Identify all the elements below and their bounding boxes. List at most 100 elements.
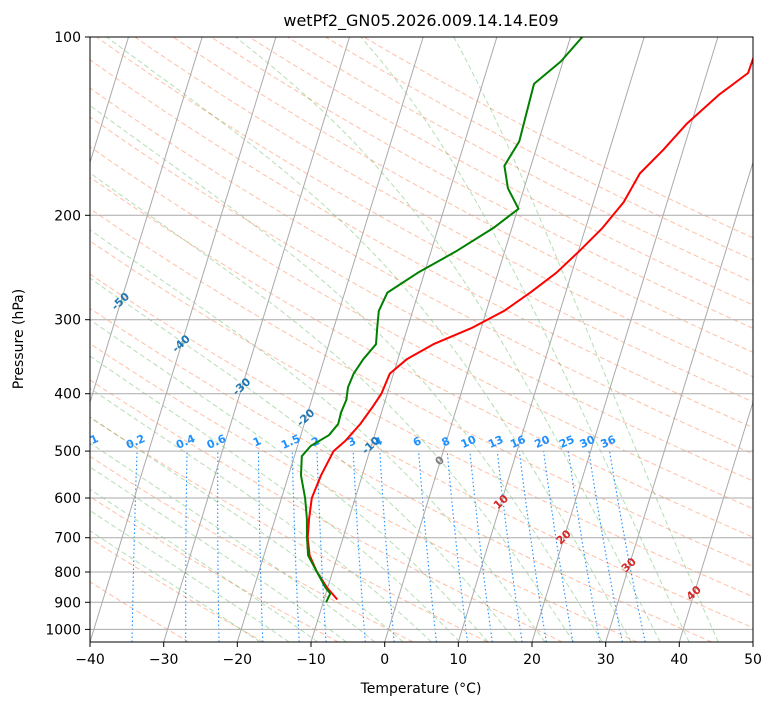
- x-tick-label: 0: [380, 652, 389, 668]
- dry-adiabat: [90, 496, 339, 642]
- moist-adiabat: [453, 37, 719, 642]
- mixing-ratio-line: [543, 451, 574, 642]
- isotherms: [0, 37, 753, 642]
- isotherm: [90, 37, 277, 642]
- isotherm: [752, 640, 753, 642]
- dry-adiabat: [90, 273, 753, 629]
- isotherm-label: -40: [169, 332, 193, 355]
- plot-area: 0.10.20.40.611.52346810131620253036-100-…: [0, 37, 753, 642]
- isotherm: [531, 37, 719, 642]
- moist-adiabat: [90, 319, 489, 642]
- mixing-ratio-line: [217, 451, 220, 642]
- isotherm: [90, 37, 129, 165]
- y-tick-label: 300: [54, 313, 81, 329]
- dewpoint-profile: [300, 37, 584, 603]
- dry-adiabat: [90, 87, 753, 455]
- isotherm: [236, 37, 424, 642]
- mixing-ratio-label: 13: [486, 433, 505, 451]
- x-tick-label: −20: [223, 652, 253, 668]
- dry-adiabat: [90, 176, 753, 538]
- mixing-ratio-label: 0.1: [77, 432, 100, 452]
- dry-adiabat: [90, 307, 712, 642]
- mixing-ratio-line: [257, 451, 264, 642]
- mixing-ratio-line: [418, 451, 437, 642]
- isotherm: [384, 37, 571, 642]
- mixing-ratio-label: 36: [599, 433, 619, 451]
- mixing-ratio-line: [446, 451, 469, 642]
- dry-adiabat: [90, 537, 264, 642]
- isotherm: [310, 37, 498, 642]
- isotherm-label: -30: [230, 375, 254, 398]
- moist-adiabat: [90, 277, 517, 642]
- moist-adiabat: [90, 488, 319, 642]
- moist-adiabat: [90, 442, 376, 642]
- dry-adiabat: [363, 37, 753, 239]
- moist-adiabat: [235, 37, 661, 642]
- dry-adiabat: [96, 37, 753, 403]
- y-tick-label: 200: [54, 208, 81, 224]
- mixing-ratio-line: [567, 451, 601, 642]
- dry-adiabat: [287, 37, 753, 283]
- axes: −40 −30 −20 −10 0 10 20 30 40 5010020030040050060…: [45, 30, 762, 668]
- dry-adiabat: [90, 455, 414, 642]
- x-tick-label: −10: [296, 652, 326, 668]
- dry-adiabat: [90, 208, 753, 568]
- mixing-ratio-label: 1: [251, 434, 263, 449]
- dry-adiabat-label: 20: [554, 527, 574, 547]
- isotherm: [0, 37, 55, 642]
- y-axis-label: Pressure (hPa): [11, 289, 27, 389]
- moist-adiabat: [90, 387, 432, 642]
- mixing-ratio-line: [352, 451, 366, 642]
- moist-adiabat: [360, 37, 690, 642]
- moist-adiabat: [90, 530, 261, 642]
- isotherm: [163, 37, 350, 642]
- mixing-ratio-line: [496, 451, 523, 642]
- dry-adiabat-label: 10: [491, 492, 511, 512]
- moist-adiabat: [90, 416, 404, 642]
- dry-adiabat: [248, 37, 753, 306]
- moist-adiabat: [90, 466, 347, 642]
- mixing-ratio-label: 0.6: [205, 432, 228, 452]
- isotherm: [457, 37, 645, 642]
- moist-adiabat: [90, 172, 575, 642]
- dry-adiabat-label: 40: [684, 583, 704, 603]
- y-tick-label: 600: [54, 491, 81, 507]
- x-tick-label: 20: [523, 652, 541, 668]
- dry-adiabat: [90, 379, 563, 642]
- mixing-ratio-line: [185, 451, 188, 642]
- moist-adiabats: [90, 37, 719, 642]
- dry-adiabat: [90, 240, 753, 598]
- dry-adiabat: [90, 146, 753, 510]
- pressure-gridlines: [90, 37, 753, 630]
- mixing-ratio-line: [379, 451, 395, 642]
- x-tick-label: 10: [449, 652, 467, 668]
- mixing-ratio-label: 10: [459, 433, 479, 451]
- chart-title: wetPf2_GN05.2026.009.14.14.E09: [283, 11, 558, 31]
- plot-frame: [89, 36, 754, 643]
- mixing-ratio-label: 1.5: [279, 432, 302, 452]
- moist-adiabat: [106, 37, 632, 642]
- mixing-ratio-line: [291, 451, 300, 642]
- dry-adiabat: [90, 581, 190, 642]
- mixing-ratio-label: 3: [346, 434, 358, 449]
- moist-adiabat: [90, 229, 546, 642]
- mixing-ratio-label: 8: [440, 434, 452, 449]
- y-tick-label: 800: [54, 565, 81, 581]
- x-tick-label: −30: [149, 652, 179, 668]
- mixing-ratio-label: 25: [557, 433, 576, 451]
- dry-adiabat: [172, 37, 753, 353]
- x-tick-label: 40: [670, 652, 688, 668]
- mixing-ratio-line: [469, 451, 493, 642]
- mixing-ratio-line: [609, 451, 646, 642]
- moist-adiabat: [90, 355, 461, 642]
- mixing-ratio-label: 30: [578, 433, 598, 451]
- isotherm: [678, 400, 753, 642]
- mixing-ratio-label: 20: [533, 433, 553, 451]
- y-tick-label: 100: [54, 30, 81, 46]
- mixing-ratio-label: 0.2: [124, 432, 147, 452]
- profiles: [300, 37, 753, 603]
- y-tick-label: 700: [54, 531, 81, 547]
- x-tick-label: −40: [75, 652, 105, 668]
- moist-adiabat: [90, 104, 603, 642]
